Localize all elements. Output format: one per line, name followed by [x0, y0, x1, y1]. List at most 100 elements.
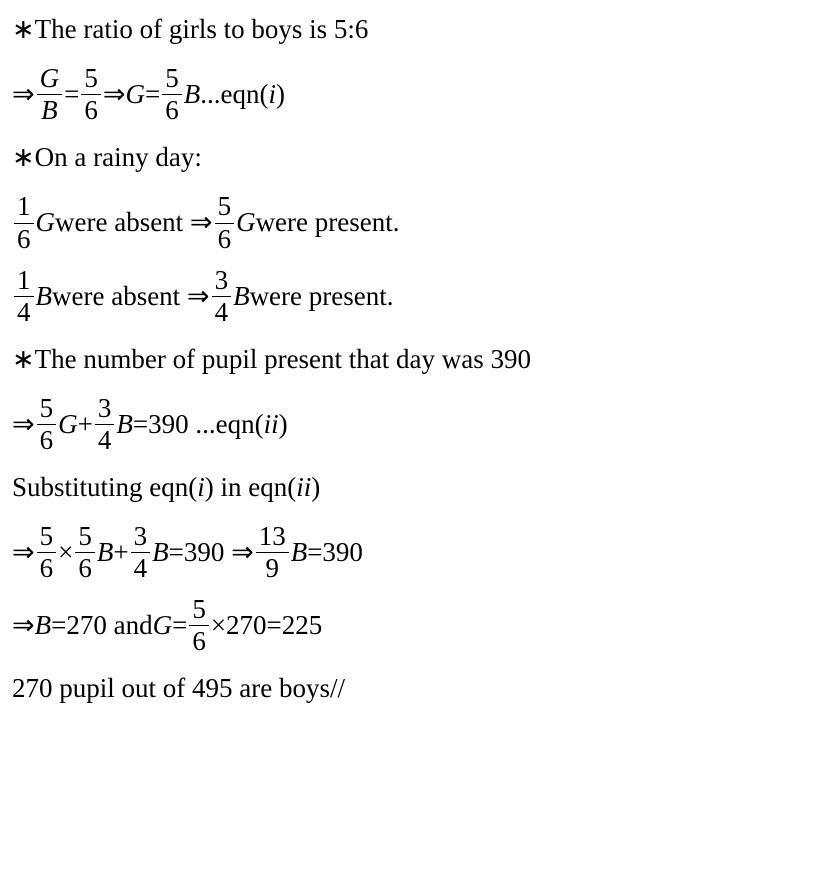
text: were present.	[250, 275, 394, 318]
fraction-1-4: 1 4	[14, 265, 34, 328]
var-b: B	[116, 403, 133, 446]
text: )	[311, 466, 320, 509]
var-g: G	[236, 201, 256, 244]
denominator: 6	[162, 95, 182, 126]
line-2: ⇒ G B = 5 6 ⇒ G = 5 6 B ...eqn( i )	[12, 63, 804, 126]
equals: =	[64, 73, 79, 116]
var-g: G	[125, 73, 145, 116]
numerator: 5	[37, 393, 57, 425]
text: were absent ⇒	[52, 275, 210, 318]
denominator: 6	[14, 224, 34, 255]
eq: =	[172, 604, 187, 647]
denominator: 6	[189, 626, 209, 657]
line-4: 1 6 G were absent ⇒ 5 6 G were present.	[12, 191, 804, 254]
numerator: 5	[75, 521, 95, 553]
numerator: 5	[215, 191, 235, 223]
denominator: 6	[75, 553, 95, 584]
line-9: ⇒ 5 6 × 5 6 B + 3 4 B =390 ⇒ 13 9 B =390	[12, 521, 804, 584]
denominator: 4	[14, 297, 34, 328]
prefix: ∗	[12, 136, 35, 179]
text: were present.	[256, 201, 400, 244]
line-5: 1 4 B were absent ⇒ 3 4 B were present.	[12, 265, 804, 328]
numerator: 3	[212, 265, 232, 297]
arrow: ⇒	[12, 604, 35, 647]
line-6: ∗ The number of pupil present that day w…	[12, 338, 804, 381]
numerator: 5	[189, 594, 209, 626]
numerator: 1	[14, 191, 34, 223]
var-g: G	[58, 403, 78, 446]
arrow: ⇒	[12, 73, 35, 116]
fraction-13-9: 13 9	[256, 521, 289, 584]
numerator: 5	[37, 521, 57, 553]
denominator: 4	[95, 425, 115, 456]
arrow: ⇒	[12, 403, 35, 446]
text: ×270=225	[211, 604, 322, 647]
equals: =	[145, 73, 160, 116]
fraction-g-b: G B	[37, 63, 63, 126]
eq: =390 ⇒	[169, 531, 254, 574]
fraction-3-4: 3 4	[95, 393, 115, 456]
eqn-ii: ii	[296, 466, 311, 509]
fraction-5-6: 5 6	[215, 191, 235, 254]
plus: +	[78, 403, 93, 446]
numerator: 3	[131, 521, 151, 553]
text: 270 pupil out of 495 are boys//	[12, 667, 345, 710]
denominator: 6	[37, 425, 57, 456]
denominator: 4	[212, 297, 232, 328]
text: =270 and	[51, 604, 152, 647]
fraction-5-6b: 5 6	[75, 521, 95, 584]
numerator: 3	[95, 393, 115, 425]
eqn-ii: ii	[264, 403, 279, 446]
var-g: G	[153, 604, 173, 647]
prefix: ∗	[12, 8, 35, 51]
line-7: ⇒ 5 6 G + 3 4 B =390 ...eqn( ii )	[12, 393, 804, 456]
suffix2: )	[276, 73, 285, 116]
denominator: 4	[131, 553, 151, 584]
denominator: 9	[262, 553, 282, 584]
line-3: ∗ On a rainy day:	[12, 136, 804, 179]
var-b: B	[184, 73, 201, 116]
numerator: 1	[14, 265, 34, 297]
var-b: B	[97, 531, 114, 574]
line-1: ∗ The ratio of girls to boys is 5:6	[12, 8, 804, 51]
prefix: ∗	[12, 338, 35, 381]
fraction-3-4: 3 4	[212, 265, 232, 328]
suffix: )	[279, 403, 288, 446]
line-11: 270 pupil out of 495 are boys//	[12, 667, 804, 710]
var-g: G	[36, 201, 56, 244]
numerator: G	[37, 63, 63, 95]
denominator: 6	[37, 553, 57, 584]
text: were absent ⇒	[55, 201, 213, 244]
eqn-i: i	[268, 73, 276, 116]
fraction-5-6b: 5 6	[162, 63, 182, 126]
denominator: 6	[215, 224, 235, 255]
text: On a rainy day:	[35, 136, 202, 179]
fraction-3-4: 3 4	[131, 521, 151, 584]
line-8: Substituting eqn( i ) in eqn( ii )	[12, 466, 804, 509]
fraction-5-6: 5 6	[37, 521, 57, 584]
denominator: 6	[81, 95, 101, 126]
text: The number of pupil present that day was…	[35, 338, 531, 381]
var-b: B	[36, 275, 53, 318]
line-10: ⇒ B =270 and G = 5 6 ×270=225	[12, 594, 804, 657]
numerator: 5	[162, 63, 182, 95]
var-b: B	[152, 531, 169, 574]
fraction-1-6: 1 6	[14, 191, 34, 254]
eqn-i: i	[197, 466, 205, 509]
fraction-5-6: 5 6	[81, 63, 101, 126]
fraction-5-6: 5 6	[37, 393, 57, 456]
eq: =390	[307, 531, 363, 574]
text: ) in eqn(	[205, 466, 296, 509]
var-b: B	[35, 604, 52, 647]
var-b: B	[233, 275, 250, 318]
arrow: ⇒	[103, 73, 126, 116]
fraction-5-6: 5 6	[189, 594, 209, 657]
numerator: 5	[81, 63, 101, 95]
numerator: 13	[256, 521, 289, 553]
eq: =390 ...eqn(	[133, 403, 264, 446]
suffix: ...eqn(	[200, 73, 268, 116]
arrow: ⇒	[12, 531, 35, 574]
text: Substituting eqn(	[12, 466, 197, 509]
denominator: B	[38, 95, 61, 126]
times: ×	[58, 531, 73, 574]
